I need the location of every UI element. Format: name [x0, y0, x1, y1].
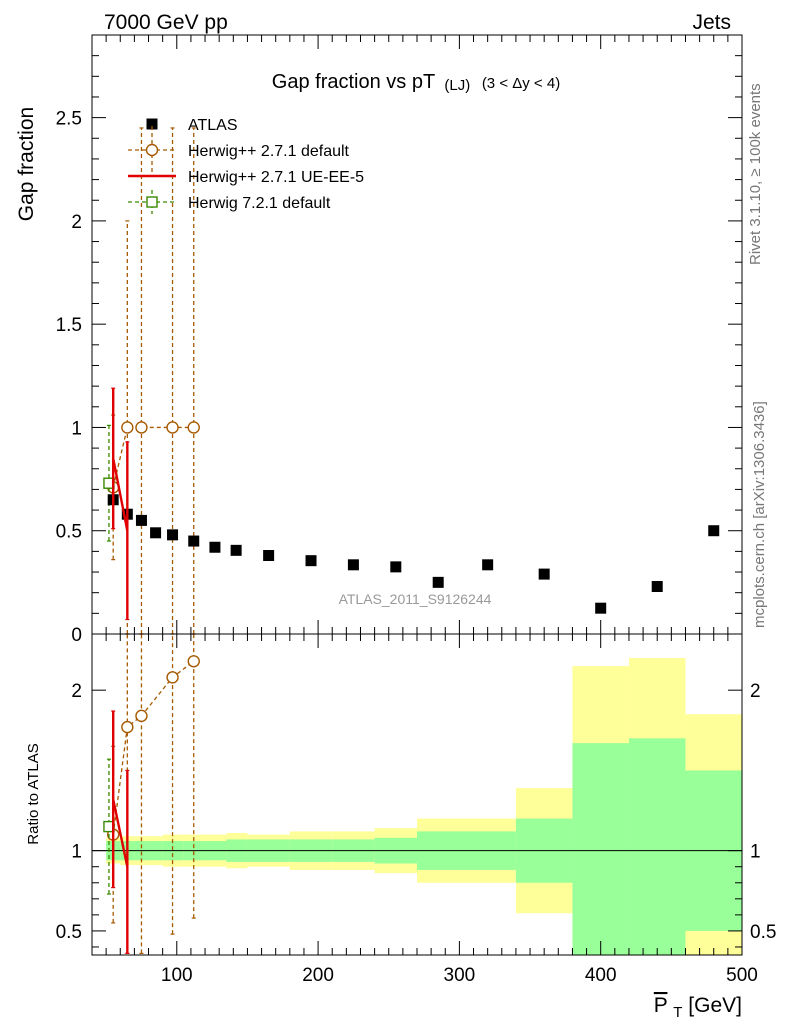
bottom-panel-content	[92, 633, 742, 955]
top-y-tick-label: 0	[71, 625, 82, 646]
legend-marker-square	[146, 196, 158, 208]
atlas-point	[538, 568, 550, 580]
top-axis-ticks: 0 0.5 1 1.5 2 2.5	[56, 35, 743, 646]
y-axis-label-top: Gap fraction	[15, 107, 38, 221]
x-axis-label-sub: T	[673, 1004, 682, 1021]
x-axis-label: P T [GeV]	[654, 994, 742, 1022]
herwigpp-default-ratio-point	[187, 655, 200, 668]
top-panel: 0 0.5 1 1.5 2 2.5 Gap fraction vs pT (LJ) (3 …	[15, 34, 743, 646]
top-y-tick-label: 1	[71, 418, 82, 439]
chart-title-main: Gap fraction vs pT	[272, 71, 435, 93]
herwigpp-ueee5-line	[112, 458, 129, 531]
header-left: 7000 GeV pp	[104, 11, 228, 34]
herwigpp-ueee5-ratio-line	[112, 799, 129, 867]
rivet-label: Rivet 3.1.10, ≥ 100k events	[747, 83, 764, 265]
atlas-point	[651, 580, 663, 592]
legend-entry-label: Herwig 7.2.1 default	[188, 195, 331, 212]
herwigpp-default-ratio-point	[166, 671, 179, 684]
herwigpp-default-point	[187, 421, 200, 434]
herwigpp-default-point	[135, 421, 148, 434]
chart-title-sub2: (3 < Δy < 4)	[482, 75, 560, 92]
x-tick-label: 400	[585, 965, 617, 986]
herwigpp-default-point	[166, 421, 179, 434]
atlas-point	[263, 550, 275, 562]
herwigpp-default-ratio-line	[112, 660, 195, 835]
header-right: Jets	[692, 11, 731, 34]
bottom-y-tick-label-right: 1	[750, 842, 761, 863]
legend-entry-label: ATLAS	[188, 117, 238, 134]
bottom-y-tick-label: 1	[71, 842, 82, 863]
mcplots-label: mcplots.cern.ch [arXiv:1306.3436]	[751, 401, 768, 628]
legend-marker-circle	[145, 143, 159, 157]
legend-entry-label: Herwig++ 2.7.1 UE-EE-5	[188, 169, 364, 186]
x-tick-label: 300	[444, 965, 476, 986]
atlas-point	[150, 527, 162, 539]
bottom-y-tick-label: 0.5	[56, 922, 82, 943]
atlas-point	[209, 541, 221, 553]
atlas-point	[167, 529, 179, 541]
legend: ATLAS Herwig++ 2.7.1 default Herwig++ 2.7.…	[128, 117, 364, 214]
bottom-axis-ticks: 100 200 300 400 500 0.5 0.5 1 1 2 2	[56, 634, 776, 986]
legend-entry-label: Herwig++ 2.7.1 default	[188, 143, 350, 160]
x-axis-label-unit: [GeV]	[688, 994, 742, 1017]
atlas-point	[595, 602, 607, 614]
ratio-band-inner	[628, 738, 686, 955]
x-tick-label: 200	[302, 965, 334, 986]
x-axis-label-main: P	[654, 994, 668, 1017]
herwigpp-default-ratio-point	[135, 709, 148, 723]
bottom-y-tick-label-right: 0.5	[750, 922, 776, 943]
herwigpp-default-ratio-point	[121, 720, 134, 734]
bottom-y-tick-label-right: 2	[750, 681, 761, 702]
top-panel-content	[103, 127, 720, 635]
herwigpp-default-line	[112, 426, 194, 488]
atlas-point	[482, 559, 494, 571]
chart-title: Gap fraction vs pT (LJ) (3 < Δy < 4)	[272, 71, 560, 95]
atlas-point	[135, 514, 147, 526]
atlas-point	[230, 544, 242, 556]
atlas-point	[432, 576, 444, 588]
atlas-point	[347, 559, 359, 571]
top-y-tick-label: 2.5	[56, 109, 82, 130]
atlas-point	[188, 535, 200, 547]
x-tick-label: 100	[161, 965, 193, 986]
herwigpp-default-point	[121, 421, 134, 434]
atlas-point	[390, 561, 402, 573]
bottom-y-tick-label: 2	[71, 681, 82, 702]
atlas-point	[708, 525, 720, 537]
top-y-tick-label: 1.5	[56, 315, 82, 336]
legend-marker-atlas	[146, 118, 158, 130]
y-axis-label-bottom: Ratio to ATLAS	[25, 743, 42, 844]
top-y-tick-label: 0.5	[56, 522, 82, 543]
bottom-panel: 100 200 300 400 500 0.5 0.5 1 1 2 2 Ratio to ATLAS…	[25, 633, 776, 1022]
ratio-band-inner	[572, 743, 629, 955]
top-y-tick-label: 2	[71, 212, 82, 233]
x-tick-label: 500	[726, 965, 758, 986]
chart-title-sub1: (LJ)	[444, 77, 470, 94]
watermark: ATLAS_2011_S9126244	[339, 591, 492, 607]
atlas-point	[305, 555, 317, 567]
